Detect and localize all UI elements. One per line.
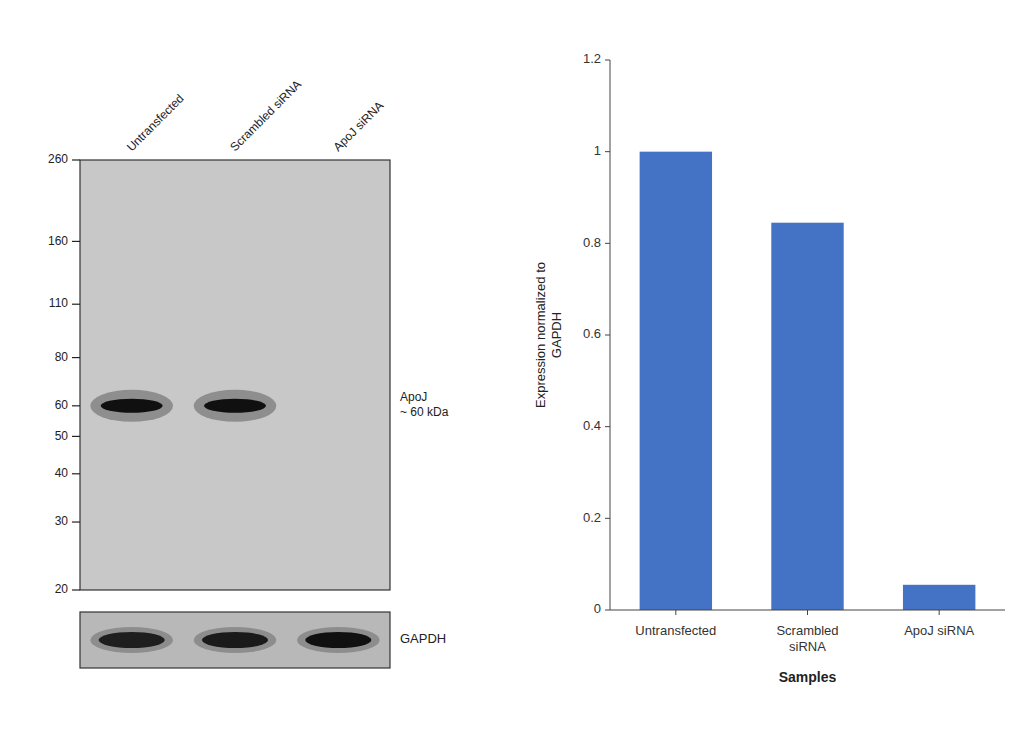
y-tick-label: 0.4 xyxy=(583,418,601,433)
ladder-tick xyxy=(72,589,80,590)
band-halo xyxy=(297,627,380,653)
y-tick xyxy=(605,60,610,61)
band-halo xyxy=(194,390,277,422)
y-tick-label: 0.8 xyxy=(583,235,601,250)
ladder-label: 110 xyxy=(49,296,68,310)
gel xyxy=(80,160,390,590)
band-halo xyxy=(90,627,173,653)
ladder-label: 60 xyxy=(55,398,69,412)
y-tick-label: 0.6 xyxy=(583,326,601,341)
y-tick xyxy=(605,335,610,336)
x-tick xyxy=(675,610,676,615)
y-tick-label: 0.2 xyxy=(583,510,601,525)
band xyxy=(204,399,266,413)
y-tick xyxy=(605,243,610,244)
bar-chart: 0 0.2 0.4 0.6 0.8 1 1.2 Untransfected Scrambleds… xyxy=(533,51,1005,685)
western-blot: 260 160 110 80 60 50 40 30 20 Untransfected Scramb… xyxy=(48,77,449,668)
band-label: ApoJ~ 60 kDa xyxy=(400,390,449,419)
lane-label: Untransfected xyxy=(124,91,187,154)
y-tick xyxy=(605,426,610,427)
bar xyxy=(771,223,843,610)
figure: 260 160 110 80 60 50 40 30 20 Untransfected Scramb… xyxy=(0,0,1031,742)
bar xyxy=(903,585,975,610)
ladder-tick xyxy=(72,405,80,406)
y-tick-label: 0 xyxy=(594,601,601,616)
y-tick xyxy=(605,518,610,519)
ladder-tick xyxy=(72,473,80,474)
x-tick xyxy=(807,610,808,615)
x-axis-label: Samples xyxy=(779,669,837,685)
lane-label: ApoJ siRNA xyxy=(331,98,387,154)
lane-label: Scrambled siRNA xyxy=(227,77,304,154)
y-tick-label: 1.2 xyxy=(583,51,601,66)
loading-control-label: GAPDH xyxy=(400,631,446,646)
loading-control-band xyxy=(202,632,268,648)
ladder-label: 260 xyxy=(48,152,68,166)
ladder-tick xyxy=(72,436,80,437)
ladder-label: 80 xyxy=(55,350,69,364)
ladder-tick xyxy=(72,521,80,522)
y-axis-label: Expression normalized toGAPDH xyxy=(533,262,564,408)
y-tick xyxy=(605,151,610,152)
loading-control-gel xyxy=(80,612,390,668)
ladder-tick xyxy=(72,241,80,242)
ladder-tick xyxy=(72,159,80,160)
ladder-label: 40 xyxy=(55,466,69,480)
ladder-label: 20 xyxy=(55,582,69,596)
bars xyxy=(640,152,976,610)
ladder-label: 50 xyxy=(55,429,69,443)
band-halo xyxy=(194,627,277,653)
y-tick xyxy=(605,610,610,611)
x-tick xyxy=(939,610,940,615)
ladder-tick xyxy=(72,357,80,358)
loading-control-band xyxy=(99,632,165,648)
ladder-tick xyxy=(72,304,80,305)
bar xyxy=(640,152,712,610)
x-tick-label: Untransfected xyxy=(635,623,716,638)
x-tick-label: ScrambledsiRNA xyxy=(776,623,838,654)
ladder-label: 160 xyxy=(48,234,68,248)
ladder-label: 30 xyxy=(55,514,69,528)
x-tick-label: ApoJ siRNA xyxy=(904,623,974,638)
y-tick-label: 1 xyxy=(594,143,601,158)
band xyxy=(101,399,163,413)
loading-control-band xyxy=(305,632,371,648)
band-halo xyxy=(90,390,173,422)
